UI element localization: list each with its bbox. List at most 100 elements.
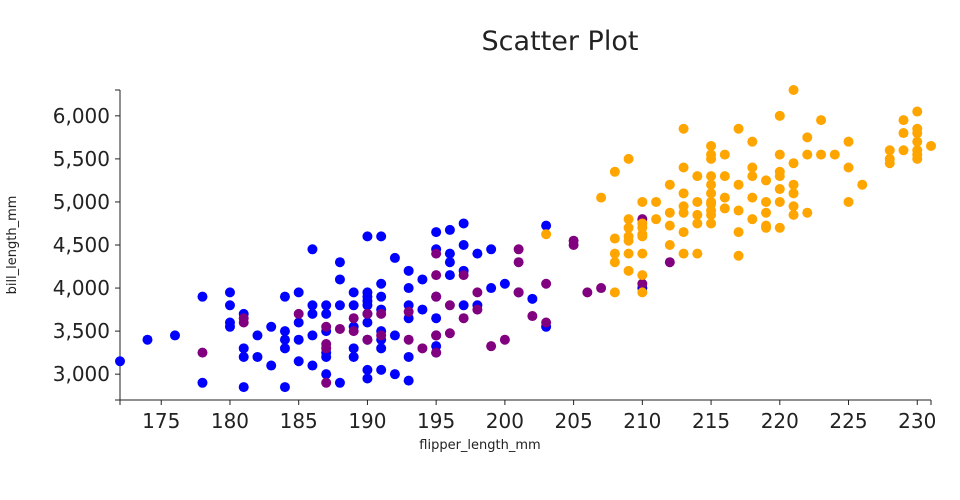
data-point-series-1 (362, 300, 373, 311)
data-point-series-3 (609, 166, 620, 177)
data-point-series-2 (238, 317, 249, 328)
data-point-series-3 (719, 192, 730, 203)
data-point-series-1 (362, 231, 373, 242)
data-point-series-3 (733, 179, 744, 190)
data-point-series-2 (403, 306, 414, 317)
data-point-series-1 (362, 364, 373, 375)
x-axis: 175 180 185 190 195 200 205 210 215 220 225 230 (119, 399, 936, 433)
y-tick-label: 5,500 (53, 147, 110, 171)
data-point-series-1 (444, 248, 455, 259)
data-point-series-3 (664, 220, 675, 231)
data-point-series-3 (761, 175, 772, 186)
data-point-series-3 (733, 227, 744, 238)
data-point-series-2 (197, 347, 208, 358)
data-point-series-3 (651, 196, 662, 207)
x-tick-label: 175 (142, 409, 180, 433)
data-point-series-2 (431, 291, 442, 302)
data-point-series-1 (348, 287, 359, 298)
data-point-series-1 (197, 377, 208, 388)
data-point-series-3 (678, 207, 689, 218)
data-point-series-2 (348, 326, 359, 337)
y-tick-label: 5,000 (53, 190, 110, 214)
data-point-series-3 (637, 287, 648, 298)
data-point-series-1 (376, 278, 387, 289)
data-point-series-2 (376, 308, 387, 319)
data-point-series-3 (678, 162, 689, 173)
x-axis-title: flipper_length_mm (419, 438, 540, 453)
x-tick-label: 185 (280, 409, 318, 433)
data-point-series-1 (307, 360, 318, 371)
data-point-series-3 (774, 196, 785, 207)
x-tick-label: 215 (692, 409, 730, 433)
data-point-series-2 (362, 334, 373, 345)
data-point-series-3 (912, 106, 923, 117)
data-point-series-1 (403, 375, 414, 386)
data-point-series-3 (637, 270, 648, 281)
data-point-series-3 (788, 209, 799, 220)
data-point-series-3 (788, 201, 799, 212)
data-point-series-1 (334, 257, 345, 268)
data-point-series-3 (774, 171, 785, 182)
data-point-series-1 (334, 274, 345, 285)
y-axis-title: bill_length_mm (5, 196, 20, 295)
data-point-series-2 (321, 343, 332, 354)
data-point-series-3 (651, 214, 662, 225)
data-point-series-3 (692, 209, 703, 220)
x-tick-label: 200 (486, 409, 524, 433)
data-point-series-1 (169, 330, 180, 341)
data-point-series-1 (266, 321, 277, 332)
data-point-series-1 (527, 293, 538, 304)
data-point-series-2 (486, 341, 497, 352)
data-point-series-3 (747, 192, 758, 203)
data-point-series-2 (541, 317, 552, 328)
data-point-series-3 (898, 145, 909, 156)
data-point-series-3 (637, 231, 648, 242)
data-point-series-2 (458, 270, 469, 281)
data-point-series-3 (692, 248, 703, 259)
data-point-series-1 (389, 252, 400, 263)
data-point-series-1 (444, 270, 455, 281)
data-point-series-2 (431, 270, 442, 281)
data-point-series-3 (802, 207, 813, 218)
data-point-series-3 (829, 149, 840, 160)
data-point-series-3 (733, 250, 744, 261)
data-point-series-3 (719, 203, 730, 214)
data-point-series-1 (238, 351, 249, 362)
data-point-series-1 (389, 330, 400, 341)
data-point-series-1 (197, 291, 208, 302)
data-point-series-2 (637, 278, 648, 289)
x-tick-label: 225 (829, 409, 867, 433)
data-point-series-3 (706, 153, 717, 164)
data-point-series-3 (733, 205, 744, 216)
data-point-series-3 (719, 171, 730, 182)
data-point-series-1 (238, 382, 249, 393)
data-point-series-1 (472, 248, 483, 259)
data-point-series-2 (376, 330, 387, 341)
data-point-series-2 (334, 323, 345, 334)
y-tick-label: 3,000 (53, 362, 110, 386)
data-point-series-3 (912, 128, 923, 139)
data-point-series-2 (664, 257, 675, 268)
data-point-series-3 (678, 188, 689, 199)
data-point-series-1 (376, 343, 387, 354)
data-point-series-3 (912, 153, 923, 164)
data-point-series-3 (857, 179, 868, 190)
data-point-series-1 (362, 317, 373, 328)
y-tick-label: 4,500 (53, 233, 110, 257)
data-point-series-3 (541, 229, 552, 240)
data-point-series-1 (417, 304, 428, 315)
data-point-series-1 (403, 265, 414, 276)
data-point-series-2 (472, 304, 483, 315)
data-point-series-3 (664, 179, 675, 190)
data-point-series-3 (664, 207, 675, 218)
data-point-series-1 (293, 334, 304, 345)
data-point-series-3 (706, 179, 717, 190)
data-point-series-2 (582, 287, 593, 298)
data-point-series-3 (623, 265, 634, 276)
data-point-series-1 (403, 283, 414, 294)
data-point-series-1 (376, 364, 387, 375)
data-point-series-1 (307, 300, 318, 311)
data-point-series-3 (706, 188, 717, 199)
data-point-series-3 (623, 248, 634, 259)
data-point-series-1 (279, 382, 290, 393)
